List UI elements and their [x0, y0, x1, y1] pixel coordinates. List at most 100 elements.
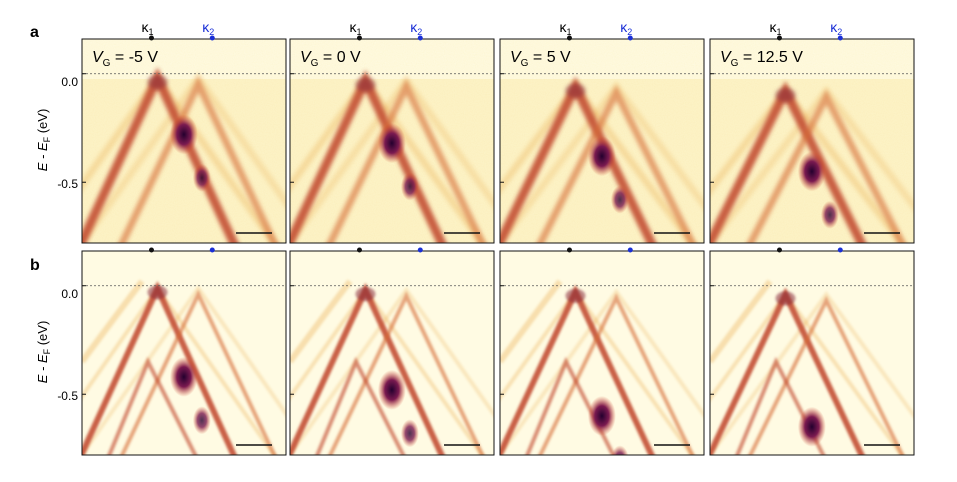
svg-text:E - EF (eV): E - EF (eV) — [35, 321, 52, 384]
intensity-hotspot-lower — [192, 406, 211, 435]
k2-marker — [417, 35, 423, 41]
band-left-edge — [82, 279, 145, 364]
k-labels: κ1 κ2 κ1 κ2 κ1 κ2 κ1 κ2 — [141, 19, 842, 37]
ylabel-unit: (eV) — [35, 109, 50, 137]
panel-frame — [499, 250, 705, 456]
band-k2 — [748, 295, 905, 455]
intensity-hotspot — [587, 395, 616, 436]
k1-label: κ1 — [141, 19, 153, 37]
dirac-point — [147, 75, 168, 90]
intensity-hotspot — [169, 114, 198, 155]
k1-marker — [776, 247, 782, 253]
k2-marker — [837, 247, 843, 253]
band-k2 — [538, 293, 695, 455]
k1-marker — [776, 35, 782, 41]
k2-label: κ2 — [410, 19, 422, 37]
dirac-point — [355, 77, 376, 92]
dirac-point — [355, 287, 376, 302]
intensity-hotspot — [587, 136, 616, 177]
k2-marker — [627, 247, 633, 253]
intensity-hotspot-lower — [611, 445, 629, 455]
k1-marker — [356, 247, 362, 253]
band-k2 — [326, 78, 487, 243]
panels: VG = -5 V VG = 0 V VG = 5 V VG = 12.5 V — [81, 35, 915, 482]
intensity-hotspot-lower — [192, 163, 211, 192]
intensity-hotspot — [797, 151, 826, 192]
panel-a-4: VG = 12.5 V — [709, 35, 915, 244]
dirac-point — [775, 291, 796, 306]
k1-label: κ1 — [769, 19, 781, 37]
band-left-edge — [500, 279, 563, 364]
panel-frame — [81, 250, 287, 456]
dirac-point — [147, 285, 168, 300]
k2-label: κ2 — [830, 19, 842, 37]
band-k2 — [118, 75, 279, 243]
k1-marker — [356, 35, 362, 41]
intensity-hotspot — [169, 356, 198, 397]
intensity-hotspot-lower — [821, 456, 839, 482]
band-outer-2 — [290, 286, 494, 455]
intensity-hotspot-lower — [400, 419, 419, 448]
k2-marker — [209, 35, 215, 41]
band-outer-2 — [710, 290, 914, 455]
band-k2 — [746, 89, 906, 243]
panel-b-4 — [709, 247, 915, 482]
intensity-hotspot-lower — [400, 172, 419, 201]
y-axis-label-a: E - EF (eV) — [35, 109, 52, 172]
ylabel-unit: (eV) — [35, 321, 50, 349]
svg-text:E - EF (eV): E - EF (eV) — [35, 109, 52, 172]
band-k2 — [536, 84, 696, 243]
panel-frame — [81, 38, 287, 244]
k2-label: κ2 — [620, 19, 632, 37]
k2-marker — [417, 247, 423, 253]
panel-frame — [709, 38, 915, 244]
panel-frame — [289, 250, 495, 456]
intensity-hotspot — [797, 406, 826, 447]
k2-label: κ2 — [202, 19, 214, 37]
k1-marker — [566, 247, 572, 253]
band-k2 — [120, 289, 277, 455]
band-secondary — [107, 356, 198, 455]
panel-frame — [499, 38, 705, 244]
k1-label: κ1 — [559, 19, 571, 37]
y-axis-label-b: E - EF (eV) — [35, 321, 52, 384]
panel-frame — [709, 250, 915, 456]
panel-b-3 — [499, 247, 705, 456]
k1-marker — [148, 247, 154, 253]
k1-marker — [566, 35, 572, 41]
panel-frame — [289, 38, 495, 244]
k2-marker — [837, 35, 843, 41]
intensity-hotspot — [377, 369, 406, 410]
band-left-edge — [710, 279, 773, 364]
ylabel-main: E - E — [35, 354, 50, 383]
panel-a-3: VG = 5 V — [499, 35, 705, 244]
k2-marker — [627, 35, 633, 41]
gate-voltage-label: VG = -5 V — [92, 49, 158, 69]
band-secondary — [315, 356, 406, 455]
band-k2 — [328, 291, 485, 455]
panel-b-2 — [289, 247, 495, 456]
gate-voltage-label: VG = 12.5 V — [720, 49, 803, 69]
k1-label: κ1 — [349, 19, 361, 37]
ytick-b-0: 0.0 — [61, 287, 78, 301]
ylabel-sub: F — [42, 348, 52, 354]
band-left-edge — [290, 279, 353, 364]
panel-a-1: VG = -5 V — [81, 35, 287, 244]
intensity-hotspot-lower — [820, 200, 839, 229]
intensity-hotspot-lower — [610, 185, 629, 214]
gate-voltage-label: VG = 5 V — [510, 49, 571, 69]
ytick-b-1: -0.5 — [57, 389, 78, 403]
intensity-hotspot — [377, 123, 406, 164]
k1-marker — [148, 35, 154, 41]
gate-voltage-label: VG = 0 V — [300, 49, 361, 69]
dirac-point — [565, 288, 586, 303]
k2-marker — [209, 247, 215, 253]
dirac-point — [565, 83, 586, 98]
band-outer-2 — [82, 284, 286, 455]
ytick-a-1: -0.5 — [57, 177, 78, 191]
band-outer-2 — [500, 288, 704, 455]
row-label-a: a — [30, 24, 39, 41]
ytick-a-0: 0.0 — [61, 75, 78, 89]
panel-a-2: VG = 0 V — [289, 35, 495, 244]
